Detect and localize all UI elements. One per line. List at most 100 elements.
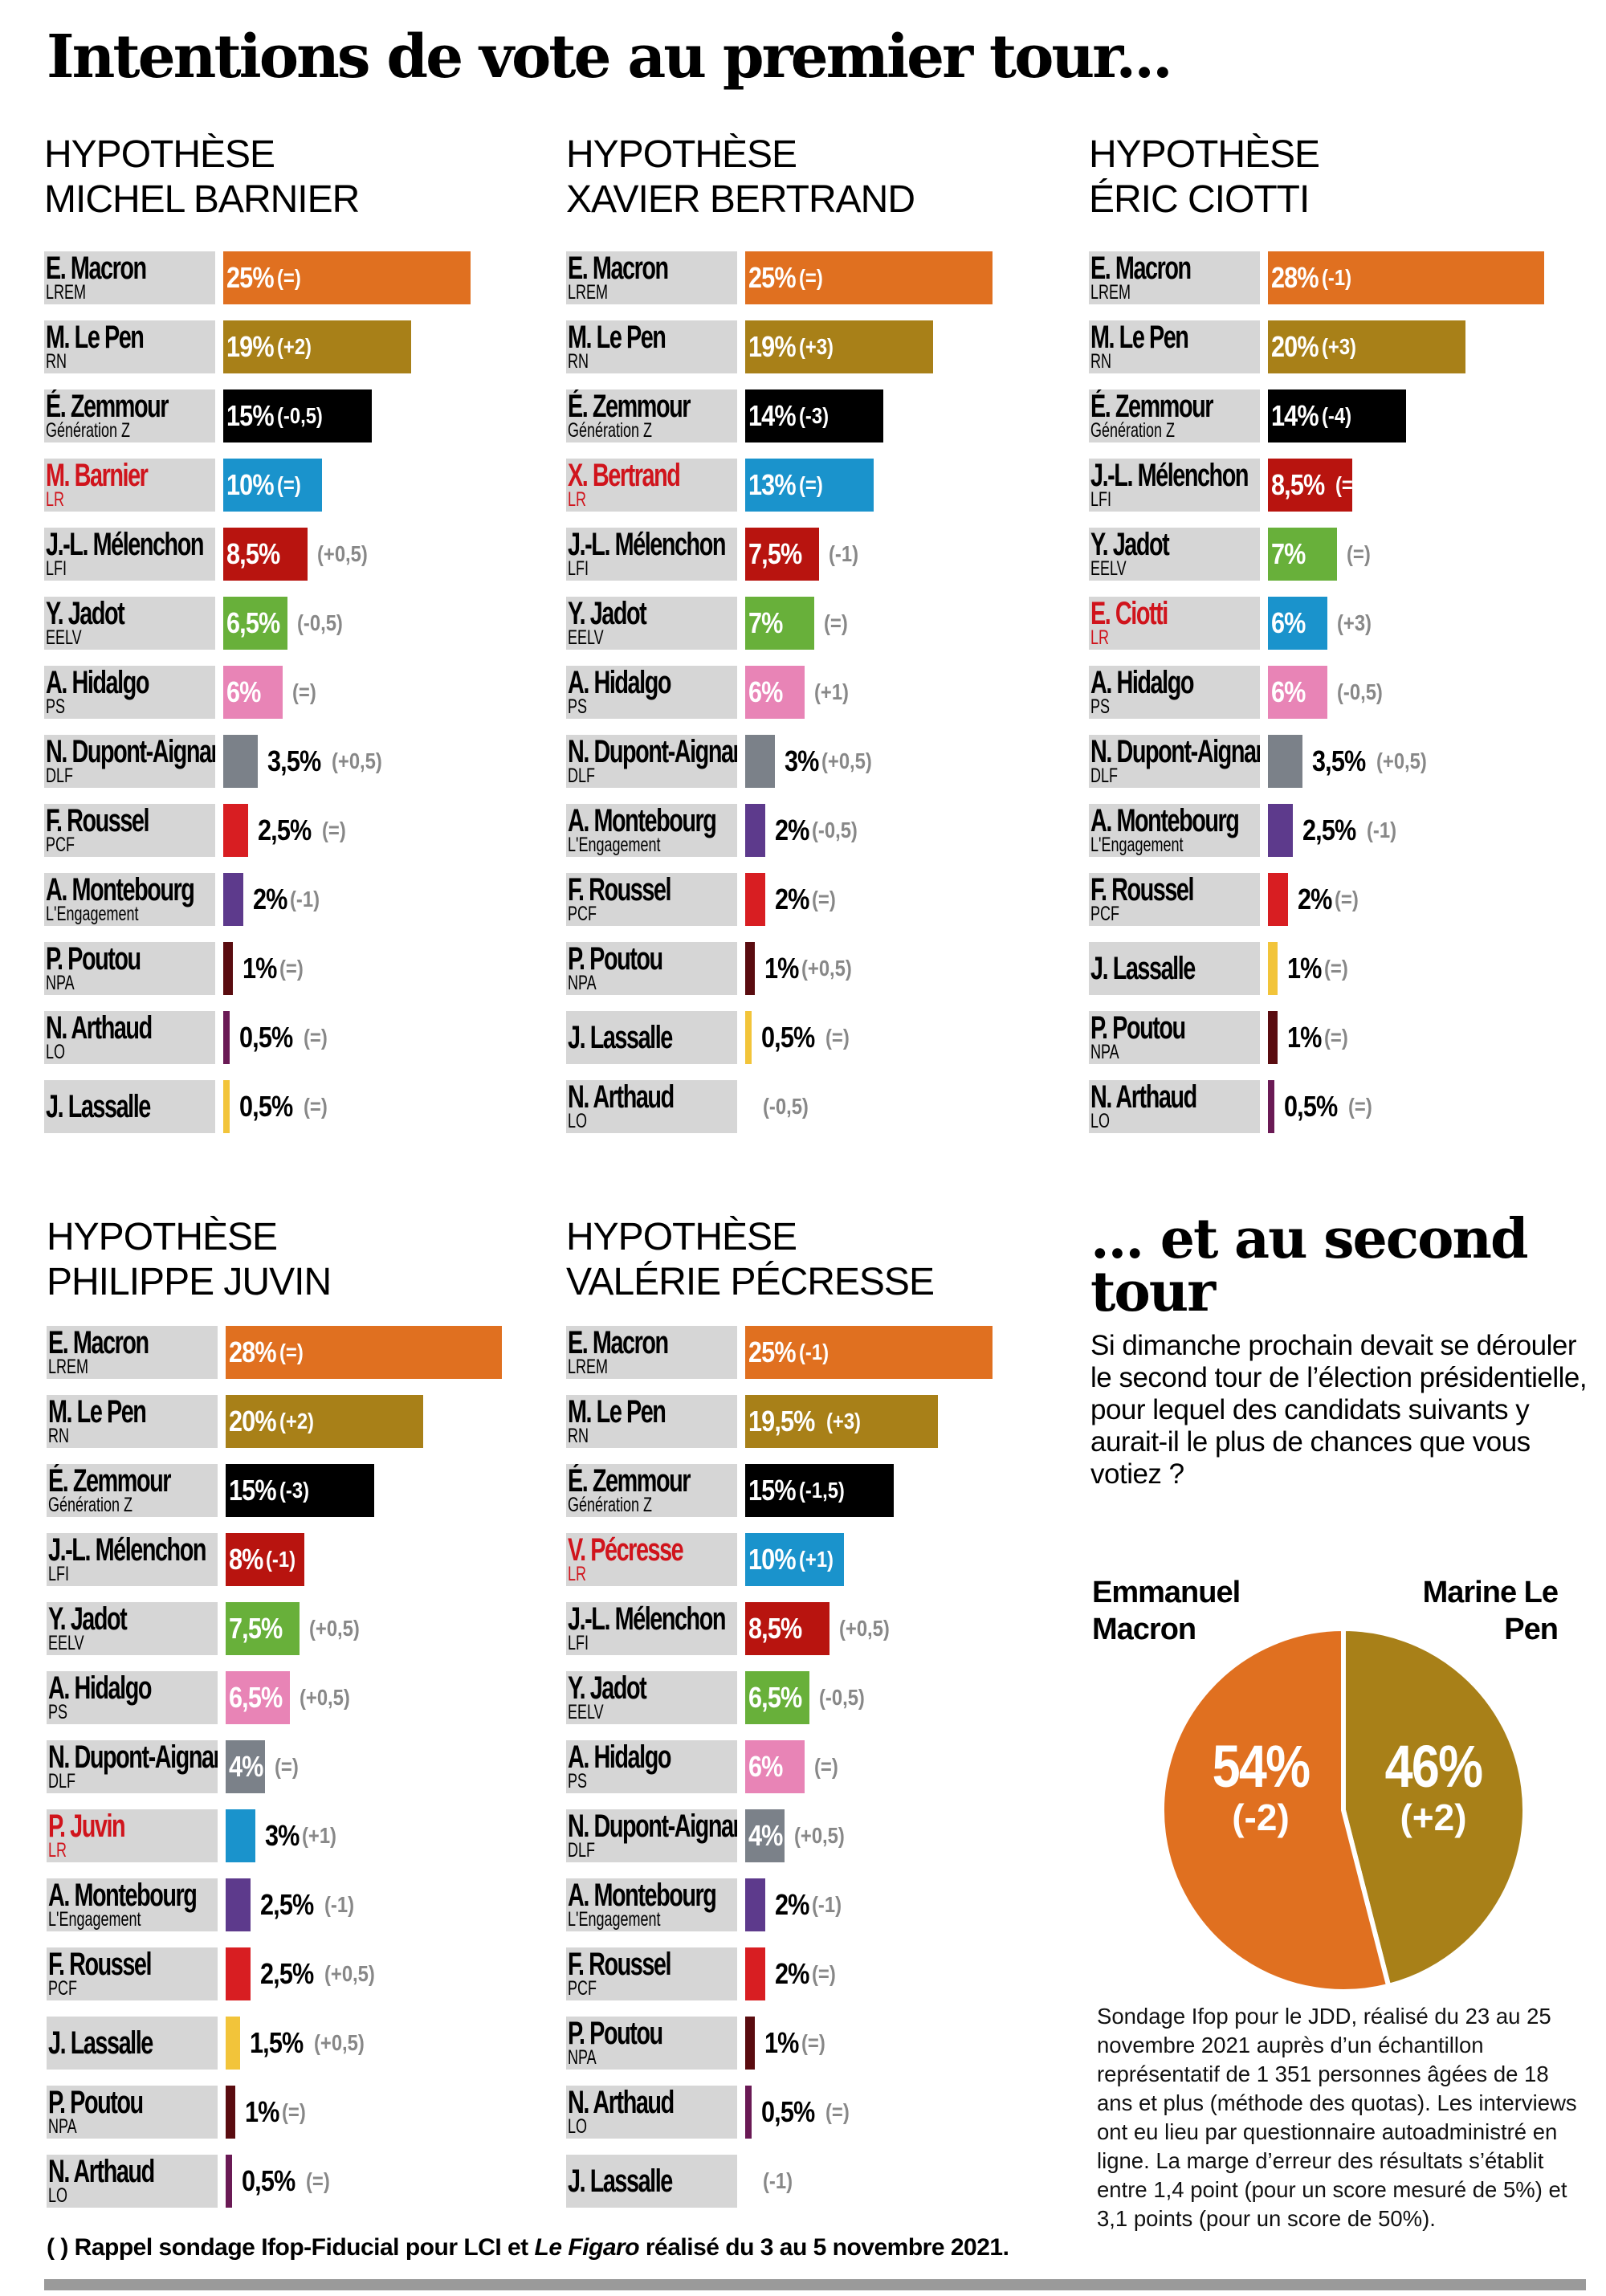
candidate-name: P. Juvin — [48, 1809, 126, 1844]
bar-row: E. Macron LREM 25% (=) — [566, 251, 1064, 304]
bar-value: 6% — [1271, 675, 1306, 708]
candidate-party: NPA — [1090, 1041, 1119, 1063]
candidate-party: PS — [568, 1770, 588, 1792]
bar-value: 10% — [748, 1543, 797, 1576]
candidate-label: A. Montebourg L'Engagement — [566, 804, 737, 857]
bar-value: 3,5% — [267, 744, 321, 777]
candidate-name: A. Hidalgo — [568, 666, 671, 700]
pie-delta-macron: (-2) — [1232, 1796, 1290, 1838]
candidate-party: LFI — [48, 1563, 70, 1585]
bar — [745, 251, 993, 304]
bar-row: A. Montebourg L'Engagement 2% (-1) — [566, 1878, 1064, 1931]
bar-value: 1% — [245, 2095, 279, 2128]
bar-row: A. Montebourg L'Engagement 2% (-0,5) — [566, 804, 1064, 857]
candidate-label: N. Dupont-Aignan DLF — [47, 1740, 218, 1793]
candidate-label: M. Le Pen RN — [44, 320, 215, 373]
candidate-party: RN — [568, 1425, 589, 1447]
bar — [745, 1533, 844, 1586]
bar-value: 1,5% — [250, 2026, 304, 2059]
bar — [226, 1326, 503, 1379]
bar — [745, 528, 820, 581]
candidate-label: J.-L. Mélenchon LFI — [47, 1533, 218, 1586]
bar-value: 3% — [784, 744, 819, 777]
candidate-party: RN — [568, 350, 589, 373]
bar-value: 2,5% — [259, 1957, 314, 1990]
bar-row: A. Hidalgo PS 6,5% (+0,5) — [47, 1671, 544, 1724]
bar-row: Y. Jadot EELV 7% (=) — [1089, 528, 1587, 581]
bar-value: 1% — [1287, 952, 1322, 985]
bar — [745, 1740, 805, 1793]
candidate-label: J. Lassalle — [566, 1011, 737, 1064]
candidate-label: N. Dupont-Aignan DLF — [1089, 735, 1260, 788]
candidate-name: E. Macron — [1090, 251, 1192, 286]
bar — [745, 1809, 785, 1862]
candidate-name: A. Montebourg — [568, 1878, 717, 1913]
candidate-party: NPA — [568, 972, 597, 994]
candidate-label: N. Dupont-Aignan DLF — [566, 1809, 737, 1862]
bar-value: 13% — [748, 468, 797, 501]
bar-value: 7,5% — [229, 1612, 283, 1645]
bar — [1268, 528, 1338, 581]
second-round-question: Si dimanche prochain devait se dérouler … — [1090, 1330, 1588, 1490]
bar — [226, 1947, 251, 2000]
bar — [1268, 804, 1293, 857]
bar-row: N. Arthaud LO 0,5% (=) — [47, 2155, 544, 2208]
candidate-name: J.-L. Mélenchon — [48, 1533, 206, 1568]
candidate-label: A. Hidalgo PS — [1089, 666, 1260, 719]
pie-value-macron: 54% (-2) — [1180, 1736, 1341, 1838]
bar — [745, 389, 884, 442]
candidate-label: J. Lassalle — [566, 2155, 737, 2208]
candidate-name: A. Montebourg — [568, 804, 717, 838]
pie-label-macron: Emmanuel Macron — [1092, 1576, 1241, 1646]
candidate-name: E. Ciotti — [1090, 597, 1168, 631]
bar-delta: (-1) — [1366, 818, 1396, 842]
candidate-name: M. Le Pen — [568, 320, 666, 355]
candidate-party: PS — [46, 695, 66, 718]
candidate-label: E. Macron LREM — [1089, 251, 1260, 304]
candidate-label: X. Bertrand LR — [566, 459, 737, 512]
second-round-title: ... et au second tour — [1090, 1207, 1529, 1324]
bar-row: N. Dupont-Aignan DLF 3,5% (+0,5) — [1089, 735, 1587, 788]
bar-row: A. Montebourg L'Engagement 2,5% (-1) — [1089, 804, 1587, 857]
candidate-label: M. Le Pen RN — [566, 1395, 737, 1448]
bar-value: 2% — [252, 883, 287, 916]
bar-value: 14% — [748, 399, 797, 432]
bar-value: 1% — [764, 2026, 799, 2059]
bar-row: J.-L. Mélenchon LFI 8,5% (=) — [1089, 459, 1587, 512]
bar-delta: (-0,5) — [1336, 679, 1383, 704]
bar-delta: (-1) — [811, 1892, 842, 1917]
candidate-label: P. Poutou NPA — [1089, 1011, 1260, 1064]
bar-value: 28% — [1271, 261, 1319, 294]
bar — [223, 1080, 230, 1133]
panel-heading-line: HYPOTHÈSE — [47, 1216, 278, 1258]
bar-delta: (+1) — [813, 679, 849, 704]
candidate-name: A. Hidalgo — [46, 666, 149, 700]
bar — [1268, 320, 1465, 373]
candidate-name: F. Roussel — [568, 1947, 671, 1982]
bar-row: N. Dupont-Aignan DLF 3% (+0,5) — [566, 735, 1064, 788]
bar-row: P. Poutou NPA 1% (=) — [47, 2086, 544, 2139]
bar — [223, 804, 248, 857]
bar-row: M. Le Pen RN 19,5% (+3) — [566, 1395, 1064, 1448]
candidate-party: L'Engagement — [568, 834, 661, 856]
panel-heading-line: PHILIPPE JUVIN — [47, 1261, 332, 1303]
bar-delta: (+0,5) — [1376, 748, 1427, 773]
bar — [223, 942, 234, 995]
bar-value: 0,5% — [242, 2164, 296, 2197]
candidate-label: P. Juvin LR — [47, 1809, 218, 1862]
candidate-label: J. Lassalle — [47, 2017, 218, 2070]
bar-delta: (-1,5) — [799, 1478, 845, 1503]
bar-delta: (=) — [1324, 956, 1349, 981]
candidate-party: NPA — [48, 2115, 77, 2138]
bar-row: A. Hidalgo PS 6% (=) — [566, 1740, 1064, 1793]
candidate-name: E. Macron — [568, 1326, 669, 1360]
bar-delta: (-0,5) — [763, 1094, 809, 1119]
candidate-name: Y. Jadot — [46, 597, 125, 631]
bar-value: 4% — [748, 1819, 783, 1852]
bar — [226, 1464, 374, 1517]
bar — [745, 459, 874, 512]
candidate-label: F. Roussel PCF — [566, 873, 737, 926]
bar-delta: (=) — [279, 956, 304, 981]
candidate-party: LREM — [568, 281, 609, 304]
bar-delta: (=) — [799, 265, 823, 290]
